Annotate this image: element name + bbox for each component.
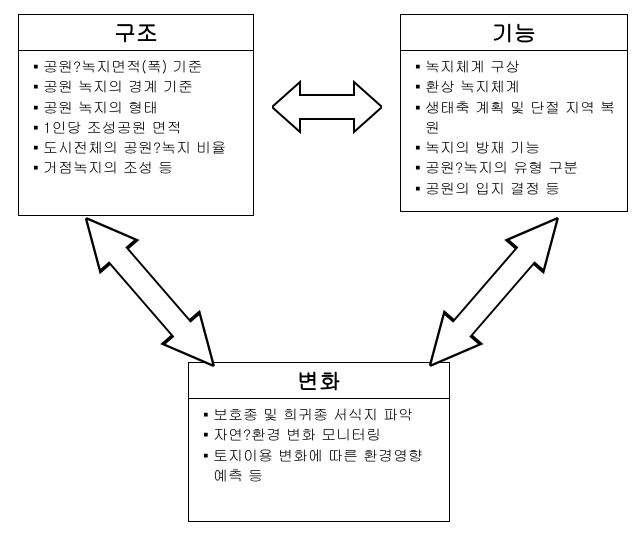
change-item: 보호종 및 희귀종 서식지 파악	[203, 405, 441, 425]
change-item: 자연?환경 변화 모니터링	[203, 425, 441, 445]
function-item: 공원의 입지 결정 등	[415, 179, 619, 199]
change-body: 보호종 및 희귀종 서식지 파악자연?환경 변화 모니터링토지이용 변화에 따른…	[189, 399, 449, 492]
change-list: 보호종 및 희귀종 서식지 파악자연?환경 변화 모니터링토지이용 변화에 따른…	[203, 405, 441, 486]
structure-list: 공원?녹지면적(폭) 기준공원 녹지의 경계 기준공원 녹지의 형태1인당 조성…	[33, 57, 245, 179]
arrow-function-change	[409, 200, 579, 385]
function-item: 녹지체계 구상	[415, 57, 619, 77]
function-item: 생태축 계획 및 단절 지역 복원	[415, 98, 619, 139]
structure-title: 구조	[19, 15, 253, 51]
double-arrow-icon	[68, 202, 233, 382]
arrow-structure-change	[65, 200, 235, 385]
structure-item: 공원 녹지의 형태	[33, 98, 245, 118]
function-body: 녹지체계 구상환상 녹지체계생태축 계획 및 단절 지역 복원녹지의 방재 기능…	[401, 51, 627, 205]
structure-item: 공원?녹지면적(폭) 기준	[33, 57, 245, 77]
structure-box: 구조 공원?녹지면적(폭) 기준공원 녹지의 경계 기준공원 녹지의 형태1인당…	[18, 14, 254, 216]
double-arrow-icon	[272, 82, 382, 132]
function-item: 환상 녹지체계	[415, 77, 619, 97]
function-box: 기능 녹지체계 구상환상 녹지체계생태축 계획 및 단절 지역 복원녹지의 방재…	[400, 14, 628, 212]
function-list: 녹지체계 구상환상 녹지체계생태축 계획 및 단절 지역 복원녹지의 방재 기능…	[415, 57, 619, 199]
change-item: 토지이용 변화에 따른 환경영향 예측 등	[203, 446, 441, 487]
structure-body: 공원?녹지면적(폭) 기준공원 녹지의 경계 기준공원 녹지의 형태1인당 조성…	[19, 51, 253, 185]
arrow-structure-function	[272, 78, 382, 136]
structure-item: 1인당 조성공원 면적	[33, 118, 245, 138]
function-item: 녹지의 방재 기능	[415, 138, 619, 158]
structure-item: 도시전체의 공원?녹지 비율	[33, 138, 245, 158]
function-item: 공원?녹지의 유형 구분	[415, 158, 619, 178]
change-title: 변화	[189, 363, 449, 399]
structure-item: 공원 녹지의 경계 기준	[33, 77, 245, 97]
structure-item: 거점녹지의 조성 등	[33, 158, 245, 178]
function-title: 기능	[401, 15, 627, 51]
double-arrow-icon	[412, 202, 577, 382]
change-box: 변화 보호종 및 희귀종 서식지 파악자연?환경 변화 모니터링토지이용 변화에…	[188, 362, 450, 522]
